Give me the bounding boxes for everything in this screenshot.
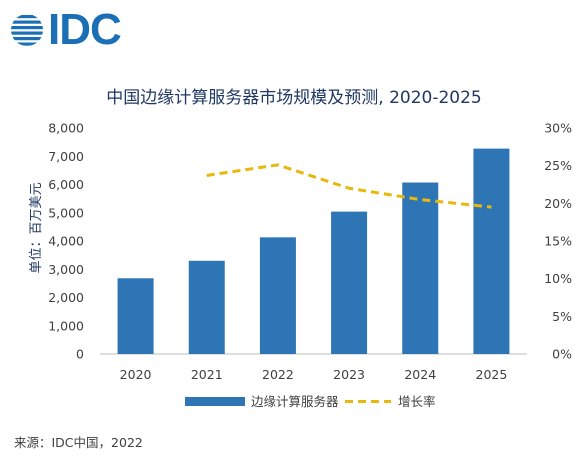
right-tick-label: 10% <box>544 271 572 286</box>
right-tick-label: 25% <box>544 158 572 173</box>
bars-group <box>117 148 510 354</box>
globe-icon <box>11 15 43 46</box>
x-tick-label: 2022 <box>262 367 294 382</box>
y-axis-label: 单位：百万美元 <box>29 182 44 273</box>
legend: 边缘计算服务器 增长率 <box>185 394 436 409</box>
legend-bar-label: 边缘计算服务器 <box>251 394 339 409</box>
right-tick-label: 0% <box>552 347 572 362</box>
right-axis-ticks: 0% 5% 10% 15% 20% 25% 30% <box>544 121 572 362</box>
left-tick-label: 6,000 <box>48 177 84 192</box>
chart-title: 中国边缘计算服务器市场规模及预测, 2020-2025 <box>106 88 481 108</box>
idc-logo: IDC <box>10 5 122 54</box>
right-tick-label: 5% <box>552 309 572 324</box>
source-note: 来源：IDC中国，2022 <box>14 435 143 450</box>
x-tick-label: 2021 <box>191 367 223 382</box>
x-axis-ticks: 2020 2021 2022 2023 2024 2025 <box>120 367 508 382</box>
left-tick-label: 5,000 <box>48 205 84 220</box>
left-tick-label: 3,000 <box>48 262 84 277</box>
x-tick-label: 2020 <box>120 367 152 382</box>
bar-2021 <box>188 260 225 354</box>
legend-bar-swatch <box>185 397 245 406</box>
x-tick-label: 2023 <box>333 367 365 382</box>
growth-line-group <box>206 163 492 209</box>
bar-2020 <box>117 278 154 354</box>
x-tick-label: 2025 <box>476 367 508 382</box>
logo-text: IDC <box>48 5 122 54</box>
left-tick-label: 2,000 <box>48 290 84 305</box>
growth-rate-line <box>206 163 492 209</box>
left-tick-label: 4,000 <box>48 234 84 249</box>
bar-2022 <box>259 237 296 354</box>
left-tick-label: 8,000 <box>48 121 84 136</box>
x-tick-label: 2024 <box>404 367 436 382</box>
bar-2024 <box>402 182 439 354</box>
legend-line-label: 增长率 <box>398 394 436 409</box>
bar-2023 <box>331 211 368 354</box>
left-axis-ticks: 0 1,000 2,000 3,000 4,000 5,000 6,000 7,000 8,00… <box>48 121 84 362</box>
left-tick-label: 0 <box>76 347 84 362</box>
bar-2025 <box>473 148 510 354</box>
right-tick-label: 15% <box>544 234 572 249</box>
left-tick-label: 7,000 <box>48 149 84 164</box>
left-tick-label: 1,000 <box>48 318 84 333</box>
right-tick-label: 30% <box>544 121 572 136</box>
right-tick-label: 20% <box>544 196 572 211</box>
